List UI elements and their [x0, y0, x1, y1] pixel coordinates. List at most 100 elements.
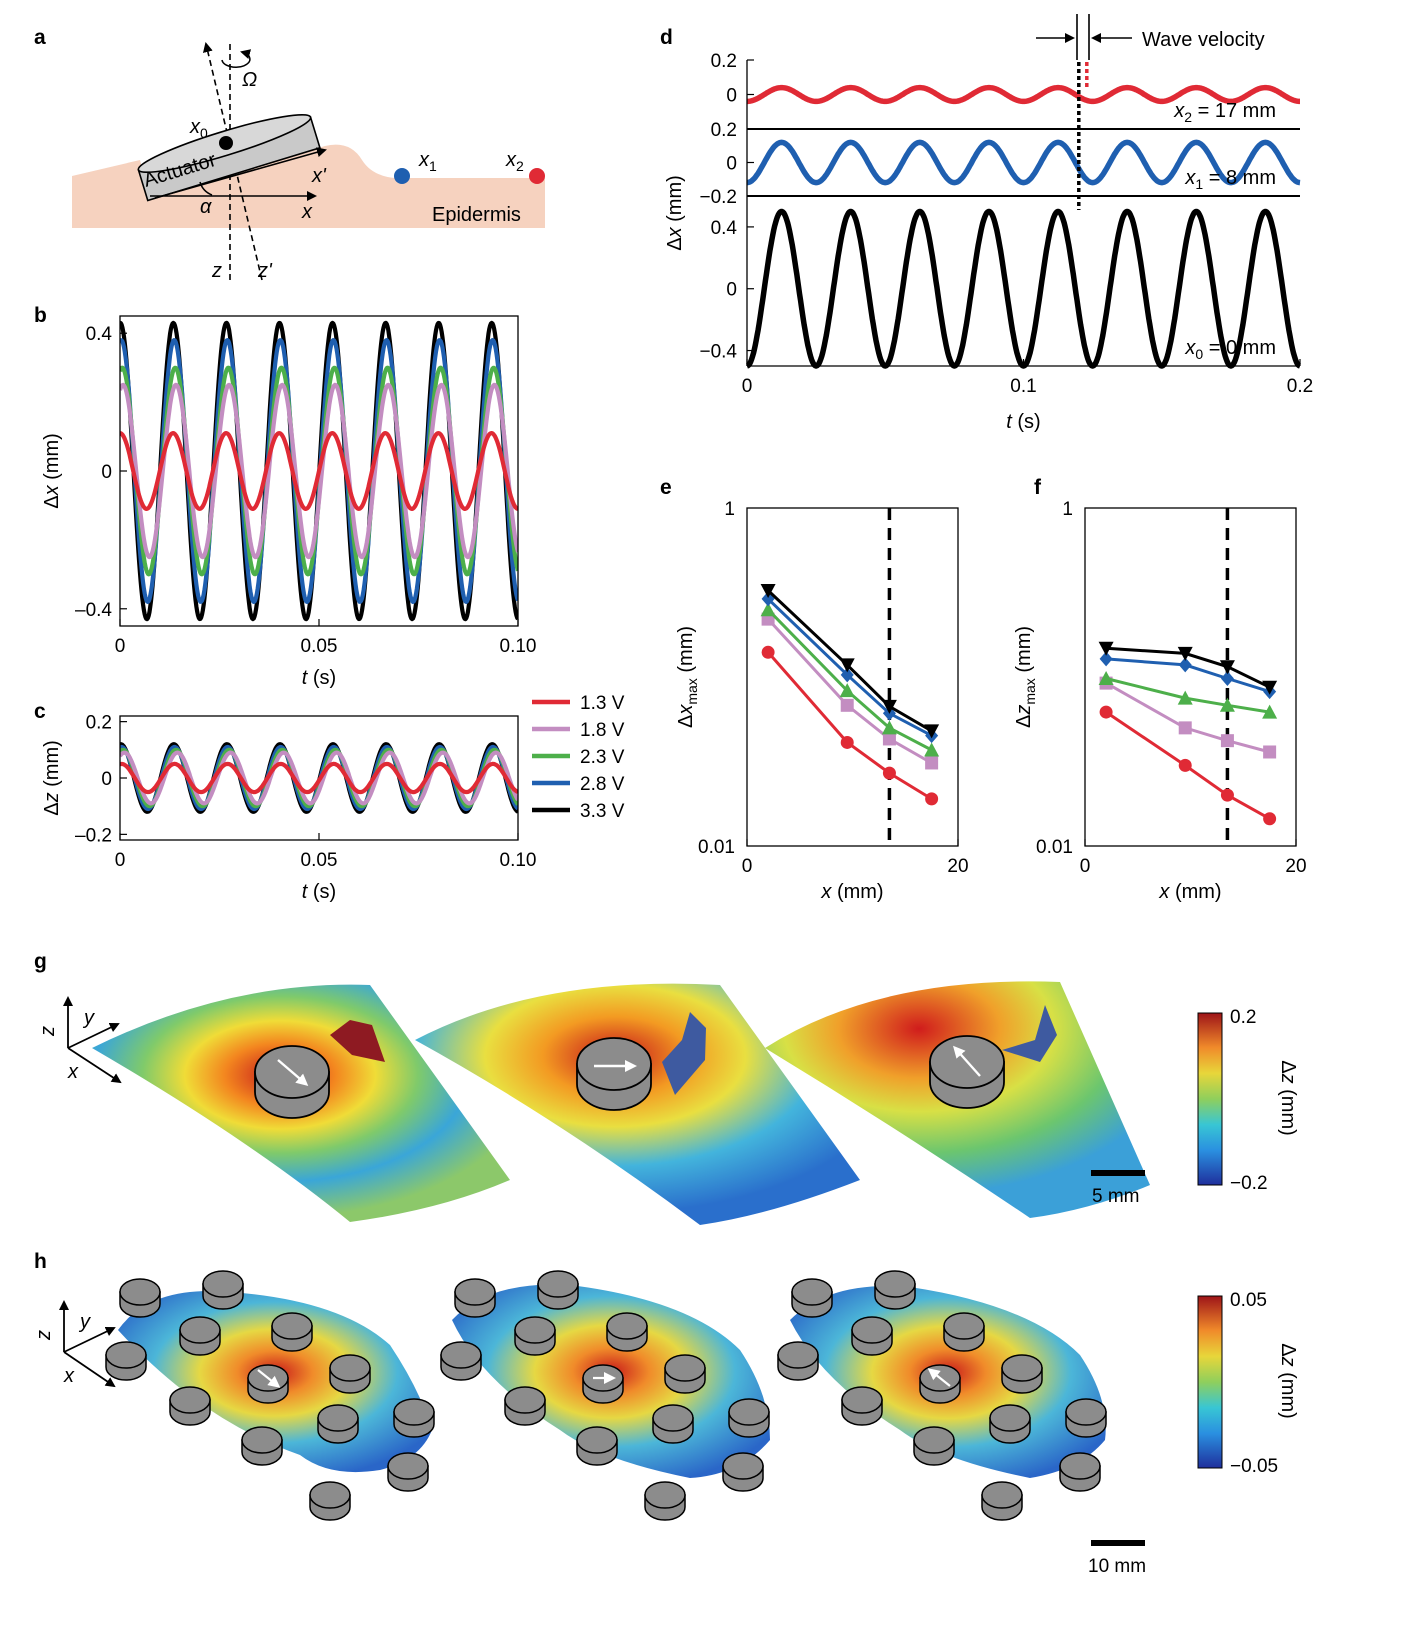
- disk-top: [179, 1316, 221, 1344]
- colorbar-h-label-var: z: [1277, 1356, 1299, 1367]
- data-point-e-13V: [882, 766, 896, 780]
- disk-top: [169, 1386, 211, 1414]
- legend-label-33V: 3.3 V: [580, 801, 625, 822]
- actuator-disk-h: [504, 1386, 546, 1426]
- actuator-disk-h: [454, 1278, 496, 1318]
- x1-point-marker: [394, 168, 410, 184]
- actuator-disk-h: [514, 1316, 556, 1356]
- chart-b: 0 0.05 0.10–0.400.4t (s)Δx (mm): [41, 315, 536, 689]
- svg-text:x1: x1: [418, 149, 437, 174]
- disk-top: [329, 1354, 371, 1382]
- data-point-e-33V: [881, 699, 897, 714]
- colorbar-g-label-prefix: Δ: [1277, 1060, 1299, 1073]
- scale-bar-h: [1091, 1540, 1145, 1546]
- ylabel-var: x: [675, 704, 697, 716]
- xlabel-d: t (s): [1006, 411, 1040, 433]
- disk-top: [791, 1278, 833, 1306]
- x-prime-axis-arrow: [154, 147, 327, 199]
- xlabel-var: x: [1158, 881, 1170, 903]
- x0-point-marker: [219, 136, 233, 150]
- ytick-label-c: –0.2: [75, 825, 112, 846]
- subplot-rest: = 0 mm: [1203, 337, 1276, 359]
- data-point-f-18V: [1263, 745, 1277, 759]
- panel-h-maps: z y x 0.05 −0.05 Δz (mm) 10 mm: [33, 1270, 1299, 1577]
- lead-wire-g3: [1002, 1005, 1057, 1062]
- xlabel-unit: (s): [307, 667, 336, 689]
- subplot-rest: = 17 mm: [1192, 100, 1276, 122]
- legend-label-13V: 1.3 V: [580, 693, 625, 714]
- ylabel-prefix: Δ: [675, 715, 697, 728]
- panel-letter-a: a: [34, 26, 46, 49]
- xtick-label-e: 20: [947, 856, 968, 877]
- x2-label: x: [505, 149, 517, 171]
- actuator-disk-h: [241, 1426, 283, 1466]
- actuator-array-h: [105, 1270, 1107, 1521]
- data-point-e-13V: [840, 735, 854, 749]
- colorbar-h-max: 0.05: [1230, 1290, 1267, 1311]
- x2-point-marker: [529, 168, 545, 184]
- actuator-disk-h: [919, 1364, 961, 1404]
- xtick-label-c: 0.10: [500, 850, 537, 871]
- ylabel-prefix: Δ: [41, 495, 63, 508]
- data-point-e-33V: [760, 583, 776, 598]
- x1-label: x: [418, 149, 430, 171]
- series-line-f-23V: [1105, 677, 1270, 714]
- data-point-f-18V: [1220, 734, 1234, 748]
- actuator-disk-h: [644, 1481, 686, 1521]
- actuator-disk-h: [913, 1426, 955, 1466]
- actuator-disk-h: [777, 1341, 819, 1381]
- xlabel-unit: (mm): [1169, 881, 1221, 903]
- xtick-label-b: 0: [115, 636, 126, 657]
- svg-text:Δz (mm): Δz (mm): [1277, 1343, 1299, 1419]
- axes-triad-h: z y x: [33, 1300, 116, 1388]
- disk-top: [105, 1341, 147, 1369]
- epidermis-label: Epidermis: [432, 204, 521, 226]
- series-line-c-18V: [120, 750, 518, 806]
- series-line-d-0: [745, 84, 1302, 105]
- alpha-angle-arc: [199, 181, 213, 196]
- panel-letter-f: f: [1034, 476, 1042, 499]
- scale-bar-g: [1091, 1170, 1145, 1176]
- panel-letter-b: b: [34, 304, 47, 327]
- ylabel-var: x: [664, 226, 686, 238]
- ylabel-var: x: [41, 484, 63, 496]
- subplot-var: x: [1184, 167, 1196, 189]
- x-prime-axis-label: x': [311, 165, 327, 187]
- xtick-label-c: 0.05: [301, 850, 338, 871]
- colorbar-g-max: 0.2: [1230, 1007, 1256, 1028]
- series-group-b: [120, 320, 518, 622]
- xlabel-c: t (s): [302, 881, 336, 903]
- triad-h-x: x: [63, 1365, 75, 1387]
- scale-bar-g-label: 5 mm: [1092, 1186, 1140, 1207]
- omega-label: Ω: [242, 69, 257, 91]
- series-line-f-18V: [1105, 681, 1270, 754]
- actuator-disk-h: [317, 1404, 359, 1444]
- subplot-var: x: [1184, 337, 1196, 359]
- xlabel-b: t (s): [302, 667, 336, 689]
- svg-text:x2: x2: [505, 149, 524, 174]
- subplot-label-d-2: x0 = 0 mm: [1184, 337, 1276, 362]
- ylabel-var: z: [41, 792, 63, 803]
- panel-letter-e: e: [660, 476, 672, 499]
- subplot-label-d-0: x2 = 17 mm: [1173, 100, 1276, 125]
- ylabel-prefix: Δ: [664, 237, 686, 250]
- data-point-e-23V: [839, 683, 855, 698]
- disk-top: [606, 1312, 648, 1340]
- ylabel-c: Δz (mm): [41, 740, 63, 816]
- actuator-disk-h: [664, 1354, 706, 1394]
- ytick-label-d: 0: [726, 154, 737, 175]
- data-point-f-13V: [1178, 758, 1192, 772]
- xlabel-var: x: [820, 881, 832, 903]
- actuator-disk-h: [722, 1452, 764, 1492]
- xtick-label-d: 0.2: [1287, 376, 1313, 397]
- legend-label-23V: 2.3 V: [580, 747, 625, 768]
- disk-top: [576, 1426, 618, 1454]
- actuator-disk-h: [841, 1386, 883, 1426]
- disk-top: [454, 1278, 496, 1306]
- data-point-f-33V: [1098, 641, 1114, 656]
- disk-top: [851, 1316, 893, 1344]
- subplot-var: x: [1173, 100, 1185, 122]
- ytick-label-b: 0: [101, 462, 112, 483]
- data-point-e-23V: [881, 720, 897, 735]
